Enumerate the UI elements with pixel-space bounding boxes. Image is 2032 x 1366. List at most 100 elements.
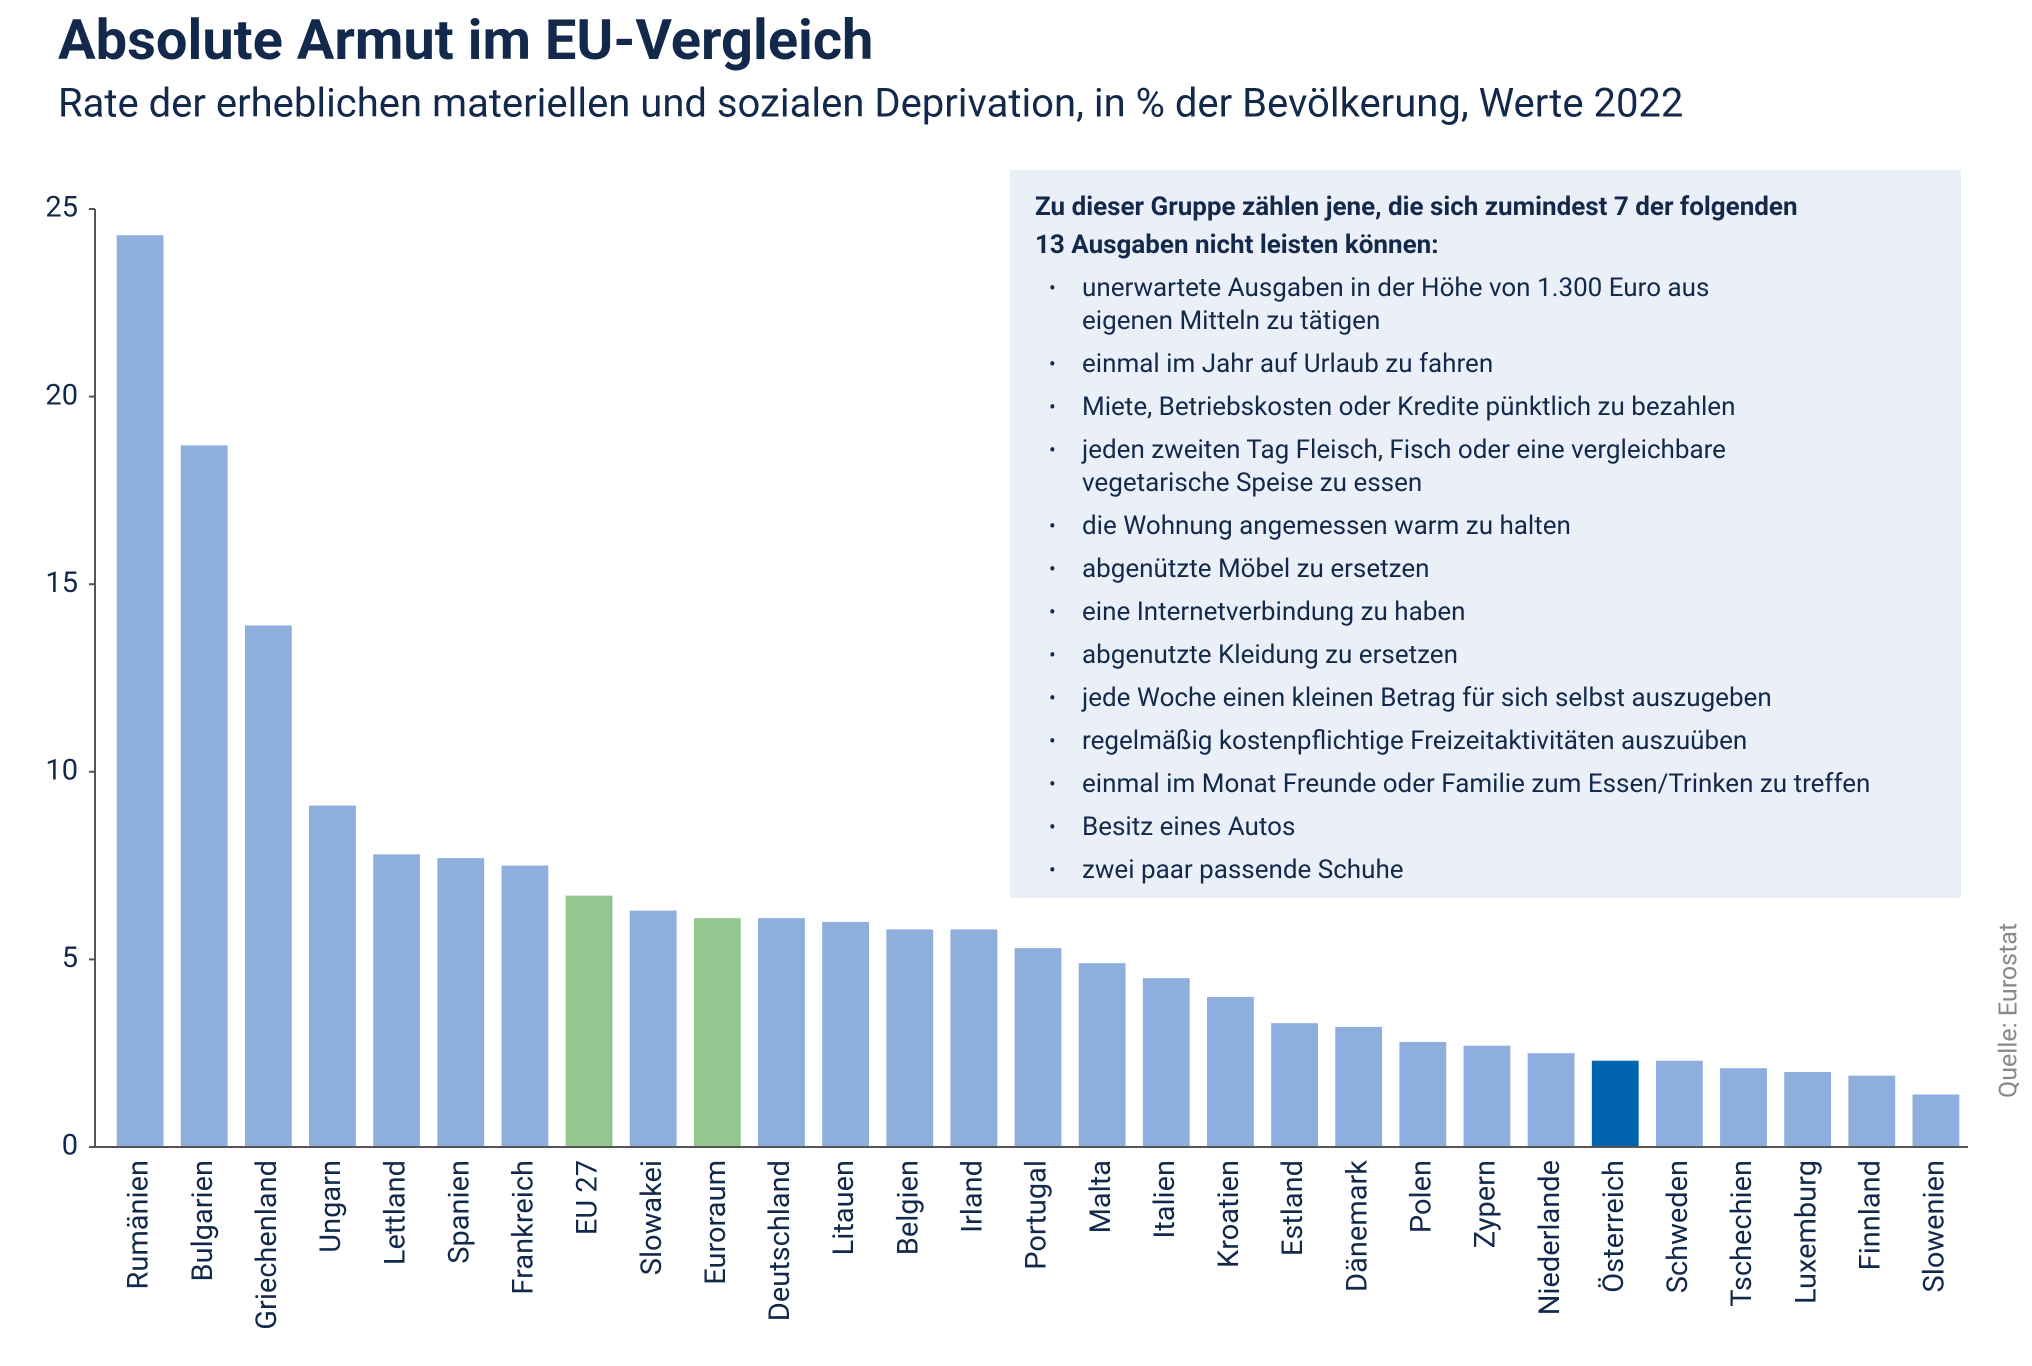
note-item-text: Besitz eines Autos (1082, 811, 1295, 844)
x-tick-label: Luxemburg (1789, 1160, 1823, 1304)
x-tick-label: Spanien (442, 1160, 476, 1264)
bar (1142, 978, 1190, 1147)
y-tick-label: 0 (62, 1129, 78, 1163)
note-item: • abgenutzte Kleidung zu ersetzen (1035, 639, 1937, 672)
note-item-text: die Wohnung angemessen warm zu halten (1082, 510, 1571, 543)
x-tick-label: Euroraum (699, 1160, 733, 1285)
note-item: • einmal im Jahr auf Urlaub zu fahren (1035, 348, 1937, 381)
bar (1271, 1023, 1318, 1147)
bar (693, 918, 741, 1147)
note-item-text: zwei paar passende Schuhe (1082, 854, 1404, 887)
note-item-text: einmal im Monat Freunde oder Familie zum… (1082, 768, 1870, 801)
x-tick-label: Österreich (1596, 1160, 1631, 1293)
x-tick-label: Niederlande (1533, 1160, 1567, 1315)
chart-subtitle: Rate der erheblichen materiellen und soz… (58, 80, 1683, 127)
note-item-line: die Wohnung angemessen warm zu halten (1082, 511, 1571, 541)
bullet: • (1049, 815, 1056, 839)
note-item-text: jede Woche einen kleinen Betrag für sich… (1082, 682, 1772, 715)
x-tick-label: Lettland (378, 1160, 412, 1265)
bar (244, 625, 292, 1147)
bar (1335, 1026, 1383, 1147)
source: Quelle: Eurostat (1995, 923, 2024, 1098)
bullet: • (1049, 557, 1056, 581)
note-item: • jede Woche einen kleinen Betrag für sic… (1035, 682, 1937, 715)
bar (1591, 1060, 1639, 1147)
note-item-line: Besitz eines Autos (1082, 812, 1296, 842)
bar (373, 854, 421, 1147)
x-tick-label: Dänemark (1340, 1160, 1374, 1292)
note-item-line: eigenen Mitteln zu tätigen (1082, 306, 1381, 336)
bar (886, 929, 934, 1147)
x-tick-label: Finnland (1853, 1160, 1887, 1270)
bar (1463, 1045, 1511, 1147)
x-tick-label: Zypern (1469, 1160, 1503, 1248)
note-item: • eine Internetverbindung zu haben (1035, 596, 1937, 629)
bar (1848, 1075, 1896, 1147)
x-tick-label: Bulgarien (186, 1160, 220, 1281)
bar (1720, 1068, 1767, 1147)
note-item-text: regelmäßig kostenpflichtige Freizeitakti… (1082, 725, 1747, 758)
bar (1527, 1053, 1575, 1147)
x-tick-label: Litauen (827, 1160, 861, 1255)
x-tick-label: Polen (1404, 1160, 1438, 1233)
note-item-line: jeden zweiten Tag Fleisch, Fisch oder ei… (1082, 435, 1726, 465)
note-item-line: abgenutzte Kleidung zu ersetzen (1082, 640, 1458, 670)
bullet: • (1049, 438, 1056, 462)
note-item: • zwei paar passende Schuhe (1035, 854, 1937, 887)
x-tick-label: Irland (956, 1160, 990, 1233)
note-title: Zu dieser Gruppe zählen jene, die sich z… (1035, 188, 1937, 264)
bullet: • (1049, 686, 1056, 710)
note-item: • jeden zweiten Tag Fleisch, Fisch oder e… (1035, 434, 1937, 500)
y-tick-label: 15 (45, 566, 78, 600)
bullet: • (1049, 276, 1056, 300)
bar (629, 910, 677, 1147)
note-item-line: abgenützte Möbel zu ersetzen (1082, 554, 1430, 584)
bar (1078, 963, 1126, 1147)
x-tick-label: Estland (1276, 1160, 1310, 1256)
note-item-line: vegetarische Speise zu essen (1082, 468, 1423, 498)
note-item-text: eine Internetverbindung zu haben (1082, 596, 1466, 629)
x-tick-label: Malta (1084, 1160, 1118, 1233)
note-title-line: 13 Ausgaben nicht leisten können: (1035, 230, 1439, 260)
chart-title: Absolute Armut im EU-Vergleich (58, 7, 873, 73)
y-tick-label: 10 (45, 753, 78, 787)
bar (501, 865, 549, 1147)
bar (437, 858, 485, 1147)
y-tick-label: 25 (45, 191, 78, 225)
note-box: Zu dieser Gruppe zählen jene, die sich z… (1010, 170, 1961, 898)
note-item: • abgenützte Möbel zu ersetzen (1035, 553, 1937, 586)
note-item: • Besitz eines Autos (1035, 811, 1937, 844)
note-item-text: abgenützte Möbel zu ersetzen (1082, 553, 1429, 586)
x-tick-label: Deutschland (763, 1160, 797, 1321)
note-item-text: abgenutzte Kleidung zu ersetzen (1082, 639, 1458, 672)
bullet: • (1049, 600, 1056, 624)
note-item: • die Wohnung angemessen warm zu halten (1035, 510, 1937, 543)
bullet: • (1049, 772, 1056, 796)
x-tick-label: Slowenien (1918, 1160, 1952, 1292)
note-item-line: Miete, Betriebskosten oder Kredite pünkt… (1082, 392, 1736, 422)
note-item-line: regelmäßig kostenpflichtige Freizeitakti… (1082, 726, 1748, 756)
note-item: • regelmäßig kostenpflichtige Freizeitakt… (1035, 725, 1937, 758)
bullet: • (1049, 514, 1056, 538)
bar (309, 805, 356, 1147)
x-tick-label: Frankreich (507, 1160, 541, 1295)
bar (1912, 1094, 1960, 1147)
bar (758, 918, 805, 1147)
bullet: • (1049, 643, 1056, 667)
bar (1399, 1041, 1447, 1147)
x-tick-label: Griechenland (250, 1160, 284, 1330)
bar (116, 235, 164, 1147)
note-item: • unerwartete Ausgaben in der Höhe von 1.… (1035, 272, 1937, 338)
bullet: • (1049, 729, 1056, 753)
bar (1014, 948, 1062, 1147)
x-tick-label: EU 27 (571, 1160, 605, 1235)
bullet: • (1049, 395, 1056, 419)
x-tick-label: Tschechien (1725, 1160, 1759, 1307)
note-item-line: eine Internetverbindung zu haben (1082, 597, 1466, 627)
bar (1655, 1060, 1703, 1147)
y-tick-label: 20 (45, 378, 78, 412)
x-tick-label: Rumänien (122, 1160, 156, 1290)
x-tick-label: Schweden (1661, 1160, 1695, 1293)
bullet: • (1049, 352, 1056, 376)
